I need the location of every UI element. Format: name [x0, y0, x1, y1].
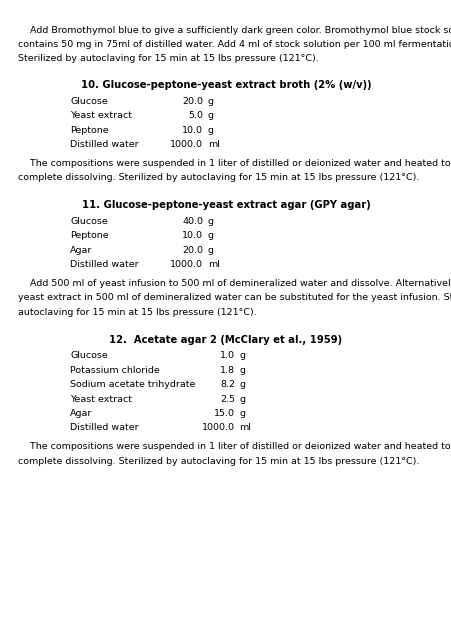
Text: 15.0: 15.0: [214, 409, 235, 418]
Text: 10. Glucose-peptone-yeast extract broth (2% (w/v)): 10. Glucose-peptone-yeast extract broth …: [81, 80, 370, 90]
Text: ml: ml: [207, 260, 219, 269]
Text: 1.0: 1.0: [220, 351, 235, 360]
Text: yeast extract in 500 ml of demineralized water can be substituted for the yeast : yeast extract in 500 ml of demineralized…: [18, 293, 451, 302]
Text: g: g: [207, 111, 213, 120]
Text: The compositions were suspended in 1 liter of distilled or deionized water and h: The compositions were suspended in 1 lit…: [18, 159, 451, 168]
Text: Sterilized by autoclaving for 15 min at 15 lbs pressure (121°C).: Sterilized by autoclaving for 15 min at …: [18, 54, 318, 63]
Text: 40.0: 40.0: [182, 217, 203, 226]
Text: Add Bromothymol blue to give a sufficiently dark green color. Bromothymol blue s: Add Bromothymol blue to give a sufficien…: [18, 26, 451, 35]
Text: g: g: [239, 351, 245, 360]
Text: g: g: [207, 246, 213, 255]
Text: complete dissolving. Sterilized by autoclaving for 15 min at 15 lbs pressure (12: complete dissolving. Sterilized by autoc…: [18, 456, 419, 465]
Text: g: g: [207, 231, 213, 241]
Text: Glucose: Glucose: [70, 217, 108, 226]
Text: g: g: [207, 217, 213, 226]
Text: 20.0: 20.0: [182, 97, 203, 106]
Text: 1000.0: 1000.0: [202, 424, 235, 433]
Text: g: g: [207, 97, 213, 106]
Text: ml: ml: [207, 140, 219, 149]
Text: Distilled water: Distilled water: [70, 424, 138, 433]
Text: 1000.0: 1000.0: [170, 260, 203, 269]
Text: Agar: Agar: [70, 409, 92, 418]
Text: 11. Glucose-peptone-yeast extract agar (GPY agar): 11. Glucose-peptone-yeast extract agar (…: [82, 200, 369, 211]
Text: 2.5: 2.5: [220, 395, 235, 404]
Text: g: g: [239, 409, 245, 418]
Text: g: g: [239, 395, 245, 404]
Text: Glucose: Glucose: [70, 351, 108, 360]
Text: The compositions were suspended in 1 liter of distilled or deionized water and h: The compositions were suspended in 1 lit…: [18, 442, 451, 451]
Text: 20.0: 20.0: [182, 246, 203, 255]
Text: Yeast extract: Yeast extract: [70, 111, 132, 120]
Text: Peptone: Peptone: [70, 125, 108, 134]
Text: 1000.0: 1000.0: [170, 140, 203, 149]
Text: Yeast extract: Yeast extract: [70, 395, 132, 404]
Text: 8.2: 8.2: [220, 380, 235, 389]
Text: Distilled water: Distilled water: [70, 260, 138, 269]
Text: 10.0: 10.0: [182, 231, 203, 241]
Text: g: g: [239, 366, 245, 375]
Text: autoclaving for 15 min at 15 lbs pressure (121°C).: autoclaving for 15 min at 15 lbs pressur…: [18, 308, 256, 317]
Text: 12.  Acetate agar 2 (McClary et al., 1959): 12. Acetate agar 2 (McClary et al., 1959…: [109, 335, 342, 345]
Text: Sodium acetate trihydrate: Sodium acetate trihydrate: [70, 380, 195, 389]
Text: 1.8: 1.8: [220, 366, 235, 375]
Text: Agar: Agar: [70, 246, 92, 255]
Text: contains 50 mg in 75ml of distilled water. Add 4 ml of stock solution per 100 ml: contains 50 mg in 75ml of distilled wate…: [18, 40, 451, 49]
Text: Potassium chloride: Potassium chloride: [70, 366, 160, 375]
Text: Peptone: Peptone: [70, 231, 108, 241]
Text: complete dissolving. Sterilized by autoclaving for 15 min at 15 lbs pressure (12: complete dissolving. Sterilized by autoc…: [18, 173, 419, 182]
Text: Glucose: Glucose: [70, 97, 108, 106]
Text: 10.0: 10.0: [182, 125, 203, 134]
Text: ml: ml: [239, 424, 251, 433]
Text: Distilled water: Distilled water: [70, 140, 138, 149]
Text: g: g: [207, 125, 213, 134]
Text: Add 500 ml of yeast infusion to 500 ml of demineralized water and dissolve. Alte: Add 500 ml of yeast infusion to 500 ml o…: [18, 279, 451, 288]
Text: g: g: [239, 380, 245, 389]
Text: 5.0: 5.0: [188, 111, 203, 120]
